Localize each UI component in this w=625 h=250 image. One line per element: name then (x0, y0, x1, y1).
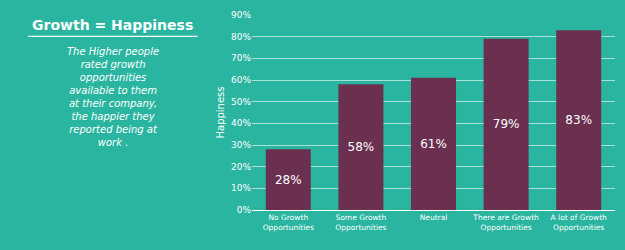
svg-text:40%: 40% (231, 118, 251, 128)
svg-text:Happiness: Happiness (215, 86, 226, 138)
svg-text:There are GrowthOpportunities: There are GrowthOpportunities (472, 213, 539, 232)
svg-text:50%: 50% (231, 97, 251, 107)
svg-text:79%: 79% (493, 117, 520, 131)
svg-text:90%: 90% (231, 10, 251, 20)
svg-text:70%: 70% (231, 53, 251, 63)
svg-text:10%: 10% (231, 183, 251, 193)
svg-text:Some GrowthOpportunities: Some GrowthOpportunities (335, 213, 386, 232)
svg-text:0%: 0% (237, 205, 252, 215)
svg-text:No GrowthOpportunities: No GrowthOpportunities (263, 213, 314, 232)
svg-text:A lot of GrowthOpportunities: A lot of GrowthOpportunities (551, 213, 608, 232)
svg-text:80%: 80% (231, 32, 251, 42)
svg-text:60%: 60% (231, 75, 251, 85)
svg-text:Growth = Happiness: Growth = Happiness (32, 17, 193, 33)
svg-text:20%: 20% (231, 162, 251, 172)
svg-text:Neutral: Neutral (420, 213, 448, 222)
svg-text:28%: 28% (275, 173, 302, 187)
svg-text:83%: 83% (565, 113, 592, 127)
svg-text:58%: 58% (348, 140, 375, 154)
svg-text:The Higher peoplerated growtho: The Higher peoplerated growthopportuniti… (67, 46, 159, 148)
svg-text:30%: 30% (231, 140, 251, 150)
svg-text:61%: 61% (420, 137, 447, 151)
